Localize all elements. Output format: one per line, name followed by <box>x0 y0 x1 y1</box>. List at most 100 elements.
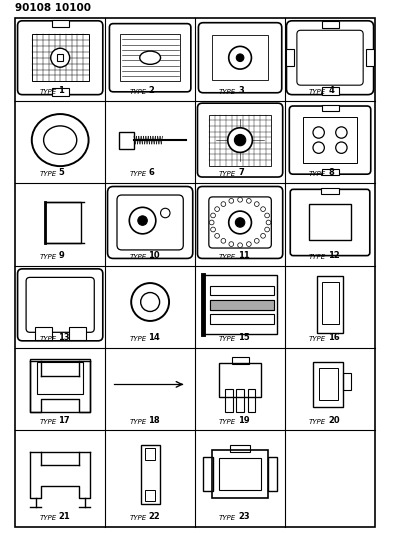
Text: TYPE: TYPE <box>129 254 146 260</box>
Text: TYPE: TYPE <box>129 172 146 177</box>
Text: 23: 23 <box>238 512 250 521</box>
Text: 13: 13 <box>58 333 70 342</box>
Circle shape <box>221 238 226 243</box>
Text: TYPE: TYPE <box>309 336 326 342</box>
Bar <box>45 201 81 243</box>
Bar <box>225 389 232 412</box>
Bar <box>145 448 155 459</box>
Text: 90108 10100: 90108 10100 <box>15 3 91 13</box>
Text: 17: 17 <box>58 416 70 425</box>
Bar <box>303 117 357 163</box>
Circle shape <box>138 216 147 225</box>
Text: 12: 12 <box>328 251 340 260</box>
Circle shape <box>131 283 169 321</box>
Circle shape <box>255 238 259 243</box>
Bar <box>120 34 180 82</box>
Circle shape <box>215 233 219 238</box>
Circle shape <box>229 46 251 69</box>
Text: 1: 1 <box>58 86 64 95</box>
Bar <box>313 362 343 407</box>
Circle shape <box>313 127 324 138</box>
Bar <box>219 458 261 490</box>
Circle shape <box>229 242 234 246</box>
Text: TYPE: TYPE <box>309 172 326 177</box>
Circle shape <box>261 233 266 238</box>
Bar <box>317 277 343 333</box>
Text: 6: 6 <box>148 168 154 177</box>
Text: 21: 21 <box>58 512 70 521</box>
Circle shape <box>141 293 160 311</box>
Circle shape <box>215 207 219 212</box>
Circle shape <box>261 207 266 212</box>
Bar <box>268 457 277 491</box>
Bar <box>52 20 69 27</box>
Text: TYPE: TYPE <box>39 89 56 95</box>
Bar <box>212 450 268 497</box>
Text: TYPE: TYPE <box>129 89 146 95</box>
Bar <box>210 300 274 310</box>
Text: 14: 14 <box>148 333 160 342</box>
Bar <box>309 205 351 240</box>
Text: 10: 10 <box>148 251 160 260</box>
Text: TYPE: TYPE <box>219 515 236 521</box>
Bar <box>203 276 277 334</box>
Text: 15: 15 <box>238 333 250 342</box>
Text: TYPE: TYPE <box>309 254 326 260</box>
Text: TYPE: TYPE <box>309 418 326 425</box>
Text: TYPE: TYPE <box>219 254 236 260</box>
Circle shape <box>265 227 269 232</box>
Text: TYPE: TYPE <box>129 418 146 425</box>
Circle shape <box>238 197 242 202</box>
Bar <box>32 34 89 82</box>
Bar <box>35 327 52 340</box>
Circle shape <box>235 218 245 227</box>
Circle shape <box>238 243 242 247</box>
Bar <box>286 49 294 66</box>
Bar <box>210 314 274 324</box>
Bar <box>219 362 261 397</box>
Circle shape <box>229 211 251 234</box>
Text: 16: 16 <box>328 333 340 342</box>
Bar <box>322 21 338 28</box>
Bar <box>319 368 338 400</box>
Circle shape <box>221 201 226 206</box>
Circle shape <box>51 49 70 67</box>
Bar <box>236 389 244 412</box>
Bar <box>30 359 91 412</box>
Bar <box>69 327 86 340</box>
Circle shape <box>209 220 214 225</box>
Bar <box>210 286 274 295</box>
Bar <box>322 282 338 324</box>
Bar <box>230 445 251 452</box>
Circle shape <box>160 208 170 218</box>
Text: TYPE: TYPE <box>39 336 56 342</box>
Text: TYPE: TYPE <box>219 336 236 342</box>
Circle shape <box>129 207 156 234</box>
Text: 20: 20 <box>328 416 340 425</box>
Circle shape <box>247 198 251 203</box>
Text: 8: 8 <box>328 168 334 177</box>
Text: 22: 22 <box>148 512 160 521</box>
Bar <box>248 389 255 412</box>
Bar <box>322 105 338 111</box>
Circle shape <box>236 54 244 61</box>
Text: 7: 7 <box>238 168 244 177</box>
Bar <box>210 300 274 310</box>
Bar <box>37 362 83 394</box>
Text: 19: 19 <box>238 416 250 425</box>
Text: TYPE: TYPE <box>39 172 56 177</box>
Circle shape <box>229 198 234 203</box>
Bar <box>145 490 155 502</box>
Text: TYPE: TYPE <box>39 418 56 425</box>
Bar <box>343 373 351 390</box>
Bar <box>57 54 63 61</box>
Bar <box>52 88 69 95</box>
Text: TYPE: TYPE <box>39 515 56 521</box>
Circle shape <box>336 127 347 138</box>
Bar <box>322 169 338 175</box>
Bar <box>322 87 338 95</box>
Bar <box>209 115 271 166</box>
Text: 9: 9 <box>58 251 64 260</box>
Text: TYPE: TYPE <box>129 515 146 521</box>
Circle shape <box>313 142 324 154</box>
